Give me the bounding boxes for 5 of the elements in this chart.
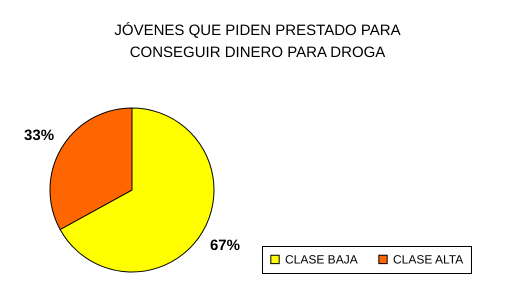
data-label: 67%	[210, 236, 240, 254]
data-label: 33%	[24, 127, 54, 144]
legend-label: CLASE ALTA	[393, 252, 464, 266]
chart-title: JÓVENES QUE PIDEN PRESTADO PARA CONSEGUIR DINERO PARA DROGA	[114, 21, 401, 61]
legend-label: CLASE BAJA	[285, 252, 358, 266]
